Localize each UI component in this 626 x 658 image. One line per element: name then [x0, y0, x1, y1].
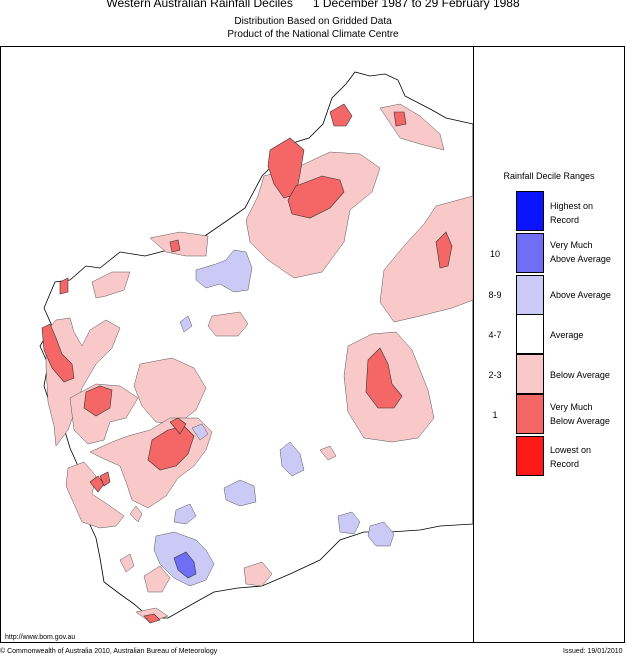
swatch-very-much-below-average — [516, 394, 544, 434]
legend-label-very-much-above: Very Much Above Average — [550, 240, 611, 264]
legend-range-8-9: 8-9 — [488, 290, 502, 300]
swatch-average — [516, 314, 544, 354]
legend-range-10: 10 — [489, 249, 500, 259]
legend-label-lowest: Lowest on Record — [550, 445, 592, 469]
legend-range-2-3: 2-3 — [488, 370, 502, 380]
very-much-above-average-regions — [173, 551, 197, 579]
legend-range-4-7: 4-7 — [488, 330, 502, 340]
swatch-lowest-on-record — [516, 436, 544, 476]
bom-url[interactable]: http://www.bom.gov.au — [5, 634, 76, 641]
copyright-notice: © Commonwealth of Australia 2010, Austra… — [0, 648, 218, 655]
issued-date: Issued: 19/01/2010 — [563, 648, 623, 655]
legend-label-below-average: Below Average — [550, 370, 610, 380]
swatch-very-much-above-average — [516, 233, 544, 273]
swatch-highest-on-record — [516, 191, 544, 231]
map-frame — [0, 46, 625, 643]
legend-label-highest: Highest on Record — [550, 201, 594, 225]
legend-label-very-much-below: Very Much Below Average — [550, 402, 610, 426]
map-subtitle-distribution: Distribution Based on Gridded Data — [234, 16, 392, 27]
map-title: Western Australian Rainfall Deciles 1 De… — [106, 0, 520, 10]
swatch-below-average — [516, 354, 544, 394]
legend-label-above-average: Above Average — [550, 290, 611, 300]
legend-label-average: Average — [550, 330, 584, 340]
swatch-above-average — [516, 275, 544, 315]
legend-divider — [473, 46, 474, 643]
map-subtitle-product: Product of the National Climate Centre — [227, 29, 399, 40]
legend-title: Rainfall Decile Ranges — [503, 171, 595, 181]
very-much-below-average-regions — [41, 103, 453, 624]
legend-range-1: 1 — [492, 410, 498, 420]
rainfall-map — [39, 71, 473, 624]
